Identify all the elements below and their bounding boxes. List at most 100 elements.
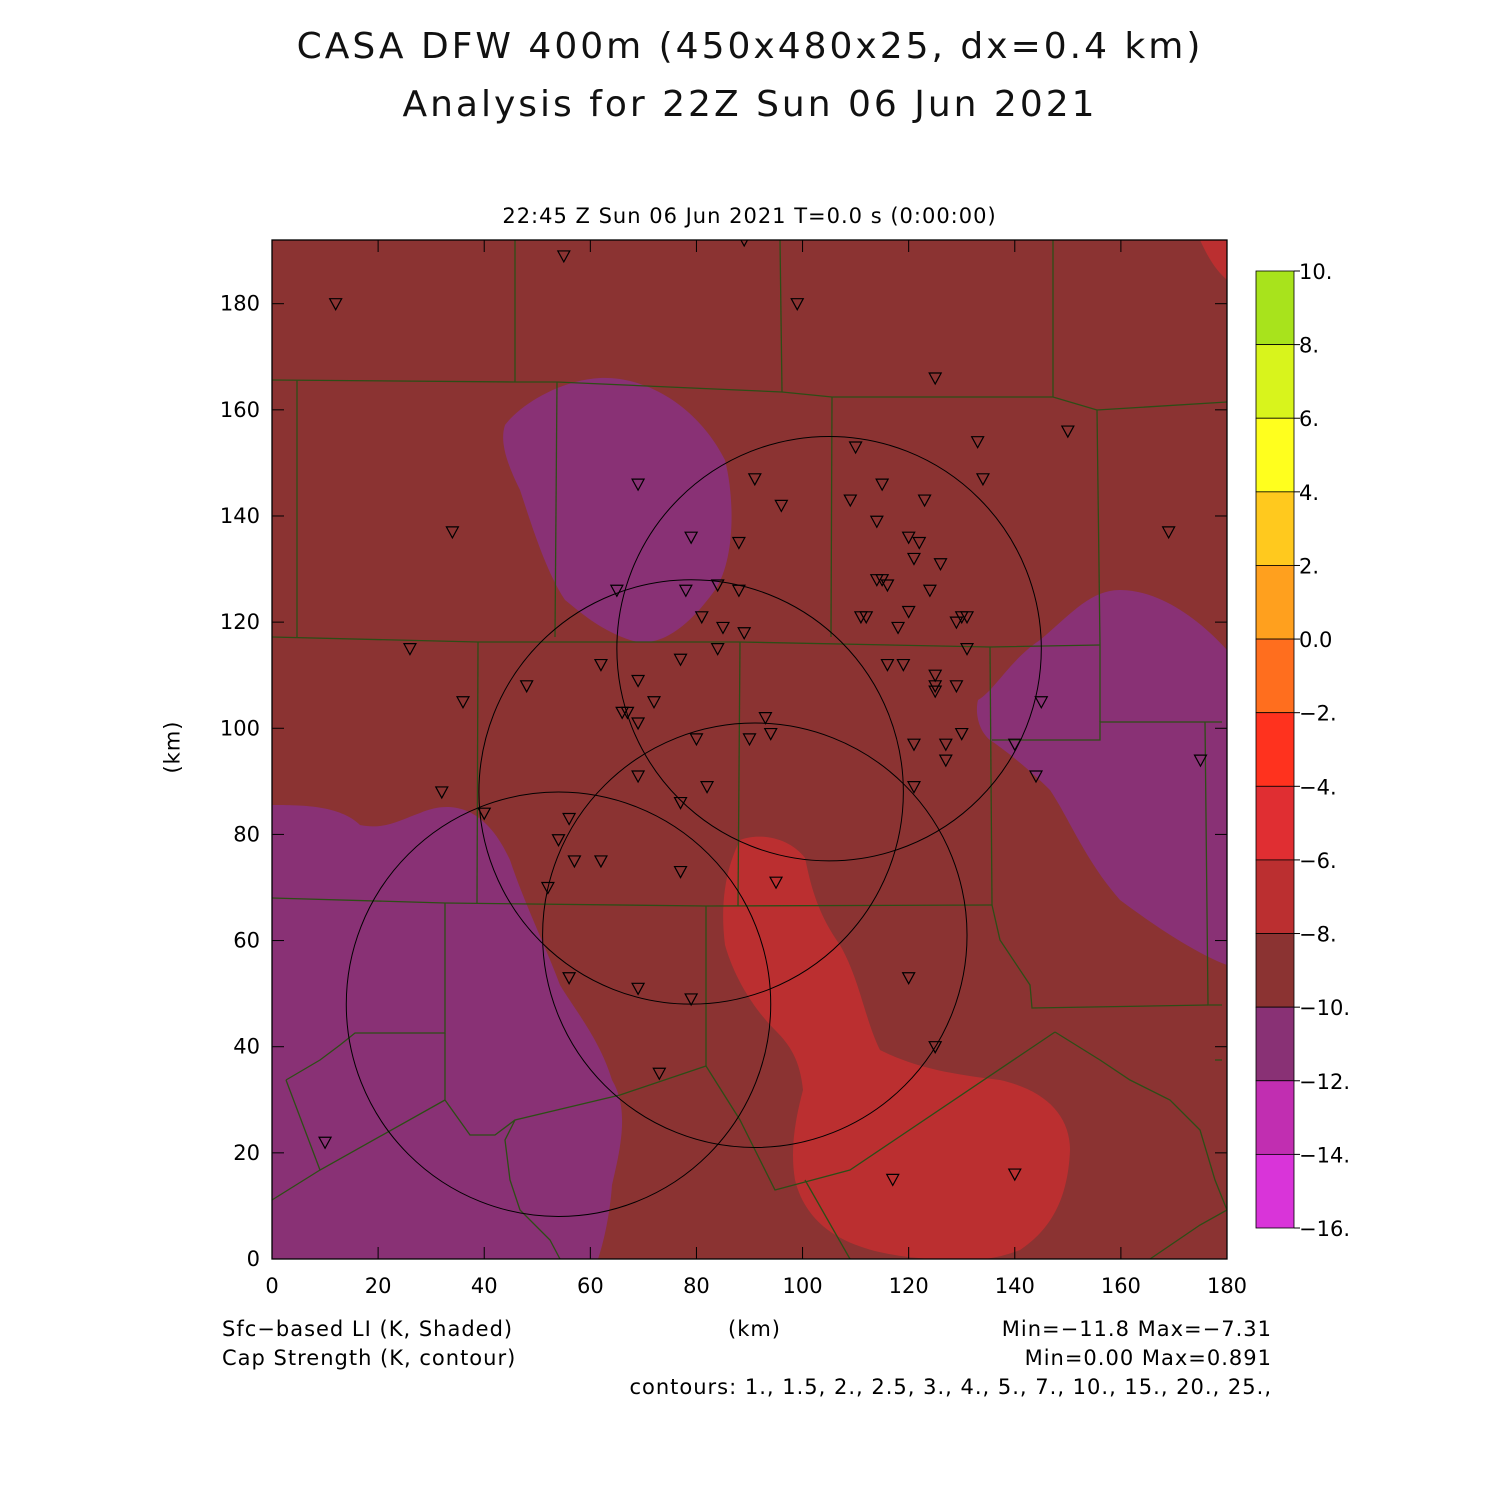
station-marker <box>906 781 921 794</box>
colorbar-swatch <box>1255 933 1295 1008</box>
colorbar-label: 8. <box>1299 334 1319 358</box>
station-marker <box>869 515 884 529</box>
station-marker <box>843 494 858 508</box>
station-marker <box>949 616 964 630</box>
cap-contour-ring-4 <box>345 791 772 1217</box>
station-marker <box>710 579 725 593</box>
li-region-red-corner <box>1200 240 1227 280</box>
station-marker <box>938 738 953 752</box>
y-tick-label: 60 <box>233 929 260 953</box>
county-boundaries <box>272 240 1227 1259</box>
station-marker <box>519 680 534 694</box>
station-marker <box>689 733 704 747</box>
station-marker <box>790 298 805 311</box>
station-marker <box>901 531 916 545</box>
colorbar-swatch <box>1255 1153 1295 1229</box>
colorbar-swatch <box>1255 712 1295 787</box>
cap-contour-ring-3 <box>542 722 968 1148</box>
station-marker <box>875 478 890 492</box>
station-marker <box>949 680 964 694</box>
station-marker <box>928 669 943 683</box>
colorbar-label: 0.0 <box>1299 628 1332 652</box>
y-tick-label: 80 <box>233 822 260 846</box>
station-marker <box>906 738 921 752</box>
station-marker <box>901 605 916 619</box>
x-tick-label: 40 <box>471 1274 498 1298</box>
colorbar: 10. 8. 6. 4. 2. 0.0 −2. −4. −6. −8. −10. −12. −14. −1… <box>1255 260 1350 1241</box>
x-tick-label: 180 <box>1207 1274 1247 1298</box>
x-axis-unit-label: (km) <box>728 1317 782 1341</box>
title-line-2: Analysis for 22Z Sun 06 Jun 2021 <box>402 84 1098 125</box>
station-marker <box>896 658 911 672</box>
y-tick-label: 100 <box>220 716 260 740</box>
station-marker <box>562 972 577 985</box>
colorbar-swatch <box>1255 785 1295 861</box>
station-marker <box>678 584 693 598</box>
station-marker <box>318 1136 333 1150</box>
li-region-purple-east <box>976 590 1227 965</box>
y-tick-label: 40 <box>233 1035 260 1059</box>
colorbar-label: −4. <box>1299 775 1337 799</box>
station-marker <box>631 674 646 688</box>
station-marker <box>938 754 953 768</box>
station-marker <box>742 733 757 747</box>
y-tick-label: 20 <box>233 1141 260 1165</box>
station-marker <box>731 584 746 598</box>
station-marker <box>631 770 646 784</box>
colorbar-label: 4. <box>1299 481 1319 505</box>
colorbar-swatch <box>1255 859 1295 934</box>
x-tick-label: 0 <box>265 1274 278 1298</box>
station-marker <box>631 982 646 996</box>
station-marker <box>631 717 646 731</box>
station-marker <box>684 993 699 1007</box>
y-tick-label: 0 <box>247 1247 260 1271</box>
station-marker <box>434 786 449 800</box>
colorbar-label: −12. <box>1299 1070 1350 1094</box>
station-marker <box>954 727 969 741</box>
station-marker <box>891 621 906 635</box>
station-marker <box>694 611 709 625</box>
footer-shaded-field-label: Sfc−based LI (K, Shaded) <box>222 1317 514 1341</box>
station-marker <box>769 876 784 890</box>
colorbar-label: 10. <box>1299 260 1332 284</box>
axis-ticks: 0 20 40 60 80 100 120 140 160 180 0 20 40 60 80 100 120 1… <box>220 240 1247 1298</box>
station-marker <box>731 536 746 550</box>
colorbar-swatch <box>1255 1080 1295 1155</box>
footer-contour-field-label: Cap Strength (K, contour) <box>222 1346 517 1370</box>
x-tick-label: 60 <box>577 1274 604 1298</box>
station-marker <box>1034 696 1049 709</box>
footer-contour-min-max: Min=0.00 Max=0.891 <box>1024 1346 1272 1370</box>
station-marker <box>620 706 635 720</box>
station-marker <box>960 643 975 656</box>
x-tick-label: 120 <box>889 1274 929 1298</box>
y-tick-label: 160 <box>220 398 260 422</box>
station-marker <box>1007 1168 1022 1182</box>
station-marker <box>710 643 725 656</box>
station-marker <box>917 494 932 508</box>
station-marker <box>747 473 762 487</box>
station-marker <box>928 372 943 386</box>
station-marker <box>593 658 608 672</box>
station-marker <box>763 727 778 741</box>
station-marker <box>975 473 990 487</box>
station-marker <box>631 478 646 492</box>
station-marker <box>758 712 773 725</box>
station-marker <box>593 855 608 869</box>
station-marker <box>673 796 688 810</box>
valid-time-subtitle: 22:45 Z Sun 06 Jun 2021 T=0.0 s (0:00:00… <box>502 204 997 228</box>
footer-contour-levels: contours: 1., 1.5, 2., 2.5, 3., 4., 5., … <box>629 1375 1272 1399</box>
station-marker <box>774 499 789 513</box>
station-marker <box>567 855 582 869</box>
colorbar-label: −6. <box>1299 849 1337 873</box>
station-marker <box>652 1067 667 1081</box>
x-tick-label: 20 <box>365 1274 392 1298</box>
li-region-purple-north <box>503 377 732 643</box>
station-marker <box>445 526 460 540</box>
station-marker <box>922 584 937 598</box>
station-marker <box>737 627 752 640</box>
colorbar-swatch <box>1255 1006 1295 1082</box>
colorbar-label: −2. <box>1299 702 1337 726</box>
station-marker <box>880 658 895 672</box>
colorbar-label: −10. <box>1299 996 1350 1020</box>
title-line-1: CASA DFW 400m (450x480x25, dx=0.4 km) <box>296 26 1204 67</box>
